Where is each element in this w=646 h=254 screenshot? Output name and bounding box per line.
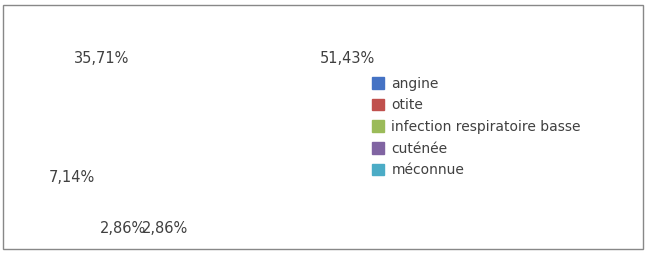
Text: 2,86%: 2,86% xyxy=(100,221,147,236)
Legend: angine, otite, infection respiratoire basse, cuténée, méconnue: angine, otite, infection respiratoire ba… xyxy=(372,77,581,177)
Text: 7,14%: 7,14% xyxy=(48,170,95,185)
Text: 51,43%: 51,43% xyxy=(320,51,375,66)
Text: 35,71%: 35,71% xyxy=(74,51,130,66)
Text: 2,86%: 2,86% xyxy=(142,221,189,236)
